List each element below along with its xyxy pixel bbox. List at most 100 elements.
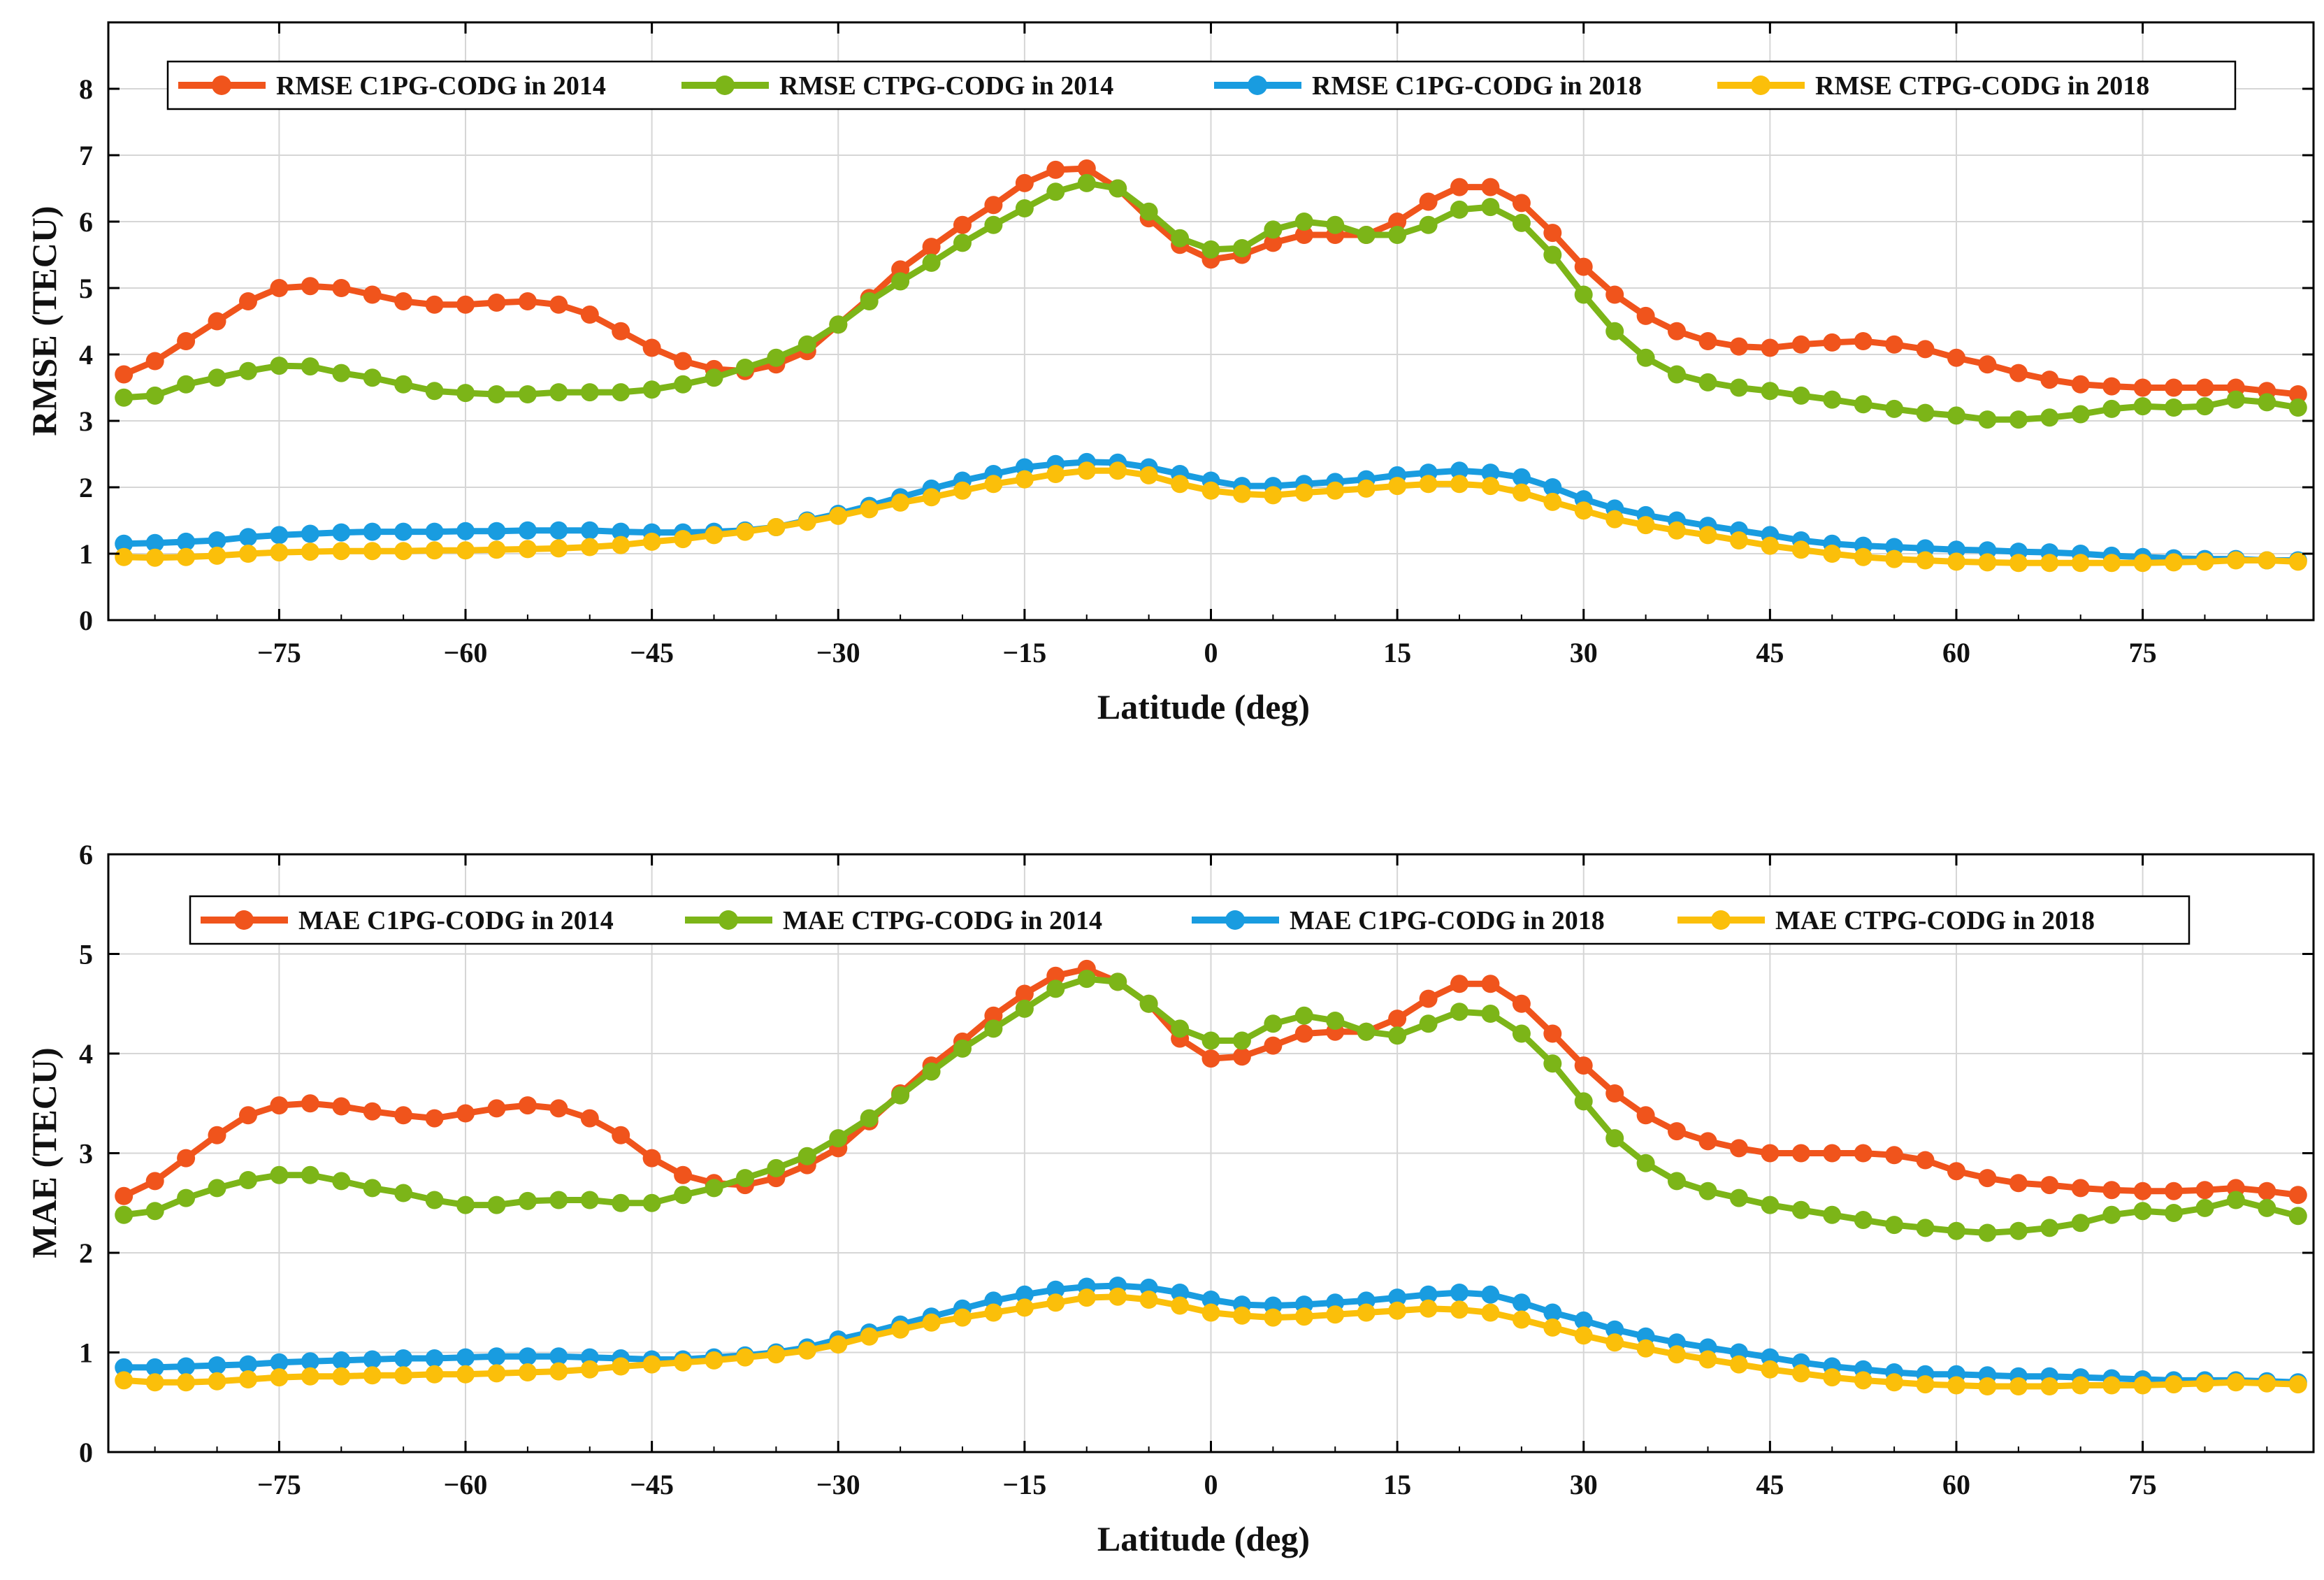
mae-data-point <box>1978 1223 1997 1242</box>
mae-data-point <box>1574 1326 1593 1345</box>
mae-data-point <box>2009 1221 2028 1240</box>
mae-y-tick-label: 5 <box>79 939 93 970</box>
mae-data-point <box>2195 1181 2214 1200</box>
rmse-data-point <box>1791 540 1810 559</box>
rmse-data-point <box>984 196 1003 215</box>
mae-data-point <box>1512 1024 1531 1043</box>
rmse-data-point <box>642 532 661 551</box>
rmse-x-tick-label: 60 <box>1942 637 1970 668</box>
rmse-data-point <box>394 522 413 541</box>
rmse-x-tick-label: −75 <box>257 637 301 668</box>
rmse-data-point <box>208 531 226 550</box>
rmse-data-point <box>145 533 164 552</box>
rmse-data-point <box>953 481 972 500</box>
rmse-data-point <box>674 530 693 549</box>
rmse-data-point <box>829 315 848 334</box>
mae-data-point <box>1574 1311 1593 1330</box>
mae-data-point <box>1139 1291 1158 1309</box>
rmse-data-point <box>1791 386 1810 405</box>
mae-data-point <box>177 1357 196 1376</box>
rmse-data-point <box>612 322 630 340</box>
rmse-data-point <box>2040 371 2059 389</box>
mae-data-point <box>487 1099 506 1118</box>
rmse-data-point <box>1077 159 1096 178</box>
rmse-data-point <box>1232 484 1251 503</box>
rmse-data-point <box>1761 338 1780 357</box>
mae-data-point <box>332 1097 351 1116</box>
mae-data-point <box>984 1303 1003 1322</box>
mae-data-point <box>736 1348 754 1367</box>
mae-data-point <box>1109 972 1127 991</box>
mae-legend: MAE C1PG-CODG in 2014 MAE CTPG-CODG in 2… <box>189 895 2191 945</box>
mae-data-point <box>1201 1303 1220 1322</box>
mae-data-point <box>1729 1139 1748 1158</box>
rmse-data-point <box>425 382 444 401</box>
rmse-data-point <box>456 295 475 314</box>
mae-data-point <box>1761 1195 1780 1214</box>
rmse-data-point <box>642 338 661 357</box>
rmse-data-point <box>797 335 816 354</box>
rmse-legend-swatch-marker <box>1248 76 1267 95</box>
rmse-data-point <box>1761 382 1780 401</box>
rmse-y-tick-label: 1 <box>79 538 93 570</box>
mae-data-point <box>425 1349 444 1367</box>
mae-x-tick-label: 45 <box>1756 1469 1784 1500</box>
rmse-x-tick-label: 30 <box>1570 637 1598 668</box>
mae-data-point <box>2071 1214 2090 1233</box>
rmse-y-tick-label: 4 <box>79 339 93 371</box>
rmse-data-point <box>1729 337 1748 356</box>
mae-data-point <box>518 1096 537 1115</box>
rmse-data-point <box>177 332 196 350</box>
rmse-data-point <box>922 238 941 257</box>
rmse-data-point <box>363 542 382 561</box>
mae-data-point <box>115 1371 133 1390</box>
mae-y-axis-title: MAE (TECU) <box>24 1047 64 1258</box>
rmse-data-point <box>953 215 972 234</box>
rmse-data-point <box>1388 213 1407 231</box>
rmse-data-point <box>2165 553 2183 572</box>
rmse-data-point <box>487 540 506 559</box>
mae-data-point <box>1854 1371 1872 1390</box>
mae-data-point <box>1823 1205 1842 1224</box>
rmse-data-point <box>1605 285 1624 304</box>
mae-data-point <box>1823 1368 1842 1387</box>
mae-data-point <box>1201 1031 1220 1050</box>
mae-data-point <box>2102 1205 2121 1224</box>
mae-data-point <box>456 1348 475 1367</box>
mae-data-point <box>363 1179 382 1198</box>
mae-data-point <box>2165 1375 2183 1394</box>
mae-data-point <box>642 1149 661 1168</box>
mae-data-point <box>1326 1012 1345 1030</box>
mae-data-point <box>1139 994 1158 1013</box>
mae-data-point <box>1605 1320 1624 1339</box>
rmse-data-point <box>984 475 1003 494</box>
rmse-data-point <box>1419 475 1438 494</box>
rmse-data-point <box>1543 492 1562 511</box>
mae-data-point <box>1823 1144 1842 1163</box>
mae-legend-swatch-marker <box>719 910 738 930</box>
mae-data-point <box>301 1367 319 1386</box>
rmse-data-point <box>394 375 413 394</box>
mae-data-point <box>1791 1364 1810 1383</box>
rmse-data-point <box>1978 410 1997 429</box>
rmse-data-point <box>332 542 351 561</box>
mae-data-point <box>425 1109 444 1128</box>
mae-data-point <box>1481 975 1500 993</box>
rmse-data-point <box>860 292 879 310</box>
rmse-data-point <box>2165 378 2183 397</box>
rmse-data-point <box>1294 226 1313 244</box>
mae-data-point <box>1574 1092 1593 1111</box>
rmse-data-point <box>425 522 444 541</box>
rmse-legend: RMSE C1PG-CODG in 2014 RMSE CTPG-CODG in… <box>166 60 2237 110</box>
mae-data-point <box>1046 979 1065 998</box>
rmse-legend-swatch-marker <box>715 76 735 95</box>
rmse-data-point <box>1264 220 1283 239</box>
mae-data-point <box>518 1191 537 1210</box>
mae-data-point <box>612 1193 630 1212</box>
rmse-data-point <box>1109 179 1127 198</box>
mae-y-tick-label: 6 <box>79 839 93 870</box>
mae-data-point <box>1729 1188 1748 1207</box>
mae-data-point <box>1171 1284 1190 1302</box>
mae-data-point <box>1450 1284 1468 1302</box>
rmse-data-point <box>2133 378 2152 397</box>
